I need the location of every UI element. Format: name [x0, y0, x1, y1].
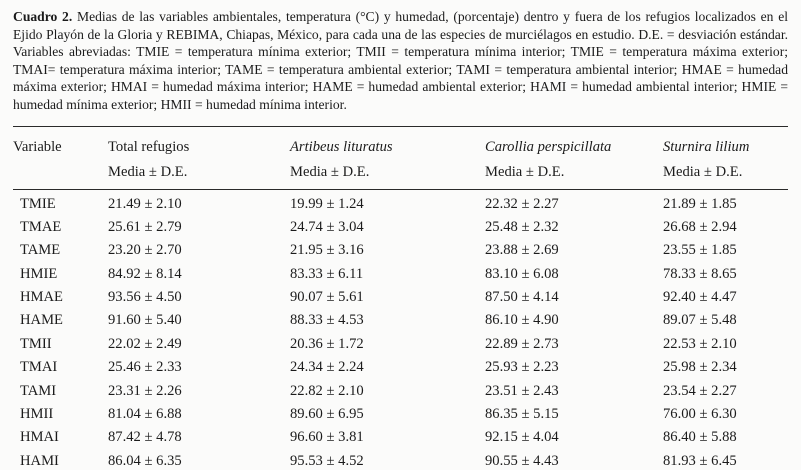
- value-cell: 89.07 ± 5.48: [663, 312, 737, 329]
- value-cell: 21.95 ± 3.16: [290, 242, 364, 259]
- value-cell: 23.51 ± 2.43: [485, 382, 559, 399]
- value-cell: 81.93 ± 6.45: [663, 452, 737, 469]
- value-cell: 25.48 ± 2.32: [485, 218, 559, 235]
- variable-cell: TMAE: [20, 218, 62, 235]
- table-row: HAME 91.60 ± 5.40 88.33 ± 4.53 86.10 ± 4.90…: [13, 309, 788, 332]
- column-header-carollia-perspicillata: Carollia perspicillata: [485, 138, 612, 155]
- value-cell: 23.88 ± 2.69: [485, 242, 559, 259]
- value-cell: 93.56 ± 4.50: [108, 289, 182, 306]
- value-cell: 89.60 ± 6.95: [290, 405, 364, 422]
- subheader-variable: [13, 157, 108, 190]
- value-cell: 22.02 ± 2.49: [108, 335, 182, 352]
- subheader-row: Media ± D.E. Media ± D.E. Media ± D.E. M…: [13, 157, 788, 190]
- table-row: TMAI 25.46 ± 2.33 24.34 ± 2.24 25.93 ± 2.23…: [13, 356, 788, 379]
- table-row: HMIE 84.92 ± 8.14 83.33 ± 6.11 83.10 ± 6.08…: [13, 263, 788, 286]
- column-header-artibeus-lituratus: Artibeus lituratus: [290, 138, 393, 155]
- column-header-sturnira-lilium: Sturnira lilium: [663, 138, 750, 155]
- value-cell: 76.00 ± 6.30: [663, 405, 737, 422]
- variable-cell: HMIE: [20, 265, 58, 282]
- table-row: HMII 81.04 ± 6.88 89.60 ± 6.95 86.35 ± 5.15…: [13, 403, 788, 426]
- table-header: Variable Total refugios Artibeus liturat…: [13, 126, 788, 190]
- variable-cell: TAME: [20, 242, 61, 259]
- value-cell: 86.10 ± 4.90: [485, 312, 559, 329]
- value-cell: 86.35 ± 5.15: [485, 405, 559, 422]
- column-header-variable: Variable: [13, 138, 62, 155]
- value-cell: 92.15 ± 4.04: [485, 429, 559, 446]
- table-row: TAMI 23.31 ± 2.26 22.82 ± 2.10 23.51 ± 2.43…: [13, 379, 788, 402]
- subheader-total-refugios: Media ± D.E.: [108, 157, 290, 190]
- variable-cell: TMII: [20, 335, 52, 352]
- value-cell: 95.53 ± 4.52: [290, 452, 364, 469]
- column-header-total-refugios: Total refugios: [108, 138, 190, 155]
- value-cell: 22.89 ± 2.73: [485, 335, 559, 352]
- table-row: TMAE 25.61 ± 2.79 24.74 ± 3.04 25.48 ± 2.32…: [13, 216, 788, 239]
- table-row: HAMI 86.04 ± 6.35 95.53 ± 4.52 90.55 ± 4.43…: [13, 450, 788, 470]
- variable-cell: HAME: [20, 312, 63, 329]
- value-cell: 23.55 ± 1.85: [663, 242, 737, 259]
- value-cell: 87.50 ± 4.14: [485, 289, 559, 306]
- data-table: Variable Total refugios Artibeus liturat…: [13, 125, 788, 470]
- subheader-carollia-perspicillata: Media ± D.E.: [485, 157, 663, 190]
- table-body: TMIE 21.49 ± 2.10 19.99 ± 1.24 22.32 ± 2.27…: [13, 189, 788, 470]
- value-cell: 21.49 ± 2.10: [108, 195, 182, 212]
- table-row: TMII 22.02 ± 2.49 20.36 ± 1.72 22.89 ± 2.73…: [13, 333, 788, 356]
- value-cell: 20.36 ± 1.72: [290, 335, 364, 352]
- variable-cell: HAMI: [20, 452, 59, 469]
- value-cell: 91.60 ± 5.40: [108, 312, 182, 329]
- value-cell: 25.61 ± 2.79: [108, 218, 182, 235]
- table-row: TAME 23.20 ± 2.70 21.95 ± 3.16 23.88 ± 2.69…: [13, 239, 788, 262]
- variable-cell: HMII: [20, 405, 54, 422]
- value-cell: 84.92 ± 8.14: [108, 265, 182, 282]
- value-cell: 25.46 ± 2.33: [108, 359, 182, 376]
- table-row: HMAI 87.42 ± 4.78 96.60 ± 3.81 92.15 ± 4.04…: [13, 426, 788, 449]
- subheader-artibeus-lituratus: Media ± D.E.: [290, 157, 485, 190]
- value-cell: 78.33 ± 8.65: [663, 265, 737, 282]
- value-cell: 88.33 ± 4.53: [290, 312, 364, 329]
- value-cell: 25.98 ± 2.34: [663, 359, 737, 376]
- value-cell: 23.54 ± 2.27: [663, 382, 737, 399]
- value-cell: 83.10 ± 6.08: [485, 265, 559, 282]
- subheader-sturnira-lilium: Media ± D.E.: [663, 157, 788, 190]
- variable-cell: TMIE: [20, 195, 56, 212]
- variable-cell: HMAI: [20, 429, 59, 446]
- value-cell: 86.40 ± 5.88: [663, 429, 737, 446]
- variable-cell: HMAE: [20, 289, 63, 306]
- table-row: HMAE 93.56 ± 4.50 90.07 ± 5.61 87.50 ± 4.14…: [13, 286, 788, 309]
- value-cell: 23.31 ± 2.26: [108, 382, 182, 399]
- value-cell: 25.93 ± 2.23: [485, 359, 559, 376]
- variable-cell: TMAI: [20, 359, 58, 376]
- caption-label: Cuadro 2.: [13, 9, 73, 24]
- value-cell: 26.68 ± 2.94: [663, 218, 737, 235]
- value-cell: 23.20 ± 2.70: [108, 242, 182, 259]
- value-cell: 96.60 ± 3.81: [290, 429, 364, 446]
- value-cell: 81.04 ± 6.88: [108, 405, 182, 422]
- value-cell: 83.33 ± 6.11: [290, 265, 364, 282]
- value-cell: 90.55 ± 4.43: [485, 452, 559, 469]
- value-cell: 24.34 ± 2.24: [290, 359, 364, 376]
- header-row: Variable Total refugios Artibeus liturat…: [13, 126, 788, 158]
- value-cell: 92.40 ± 4.47: [663, 289, 737, 306]
- value-cell: 22.32 ± 2.27: [485, 195, 559, 212]
- value-cell: 21.89 ± 1.85: [663, 195, 737, 212]
- value-cell: 24.74 ± 3.04: [290, 218, 364, 235]
- value-cell: 87.42 ± 4.78: [108, 429, 182, 446]
- value-cell: 90.07 ± 5.61: [290, 289, 364, 306]
- variable-cell: TAMI: [20, 382, 57, 399]
- caption-text: Medias de las variables ambientales, tem…: [13, 9, 788, 112]
- table-caption: Cuadro 2. Medias de las variables ambien…: [13, 8, 788, 114]
- value-cell: 22.53 ± 2.10: [663, 335, 737, 352]
- value-cell: 86.04 ± 6.35: [108, 452, 182, 469]
- value-cell: 22.82 ± 2.10: [290, 382, 364, 399]
- table-row: TMIE 21.49 ± 2.10 19.99 ± 1.24 22.32 ± 2.27…: [13, 189, 788, 216]
- value-cell: 19.99 ± 1.24: [290, 195, 364, 212]
